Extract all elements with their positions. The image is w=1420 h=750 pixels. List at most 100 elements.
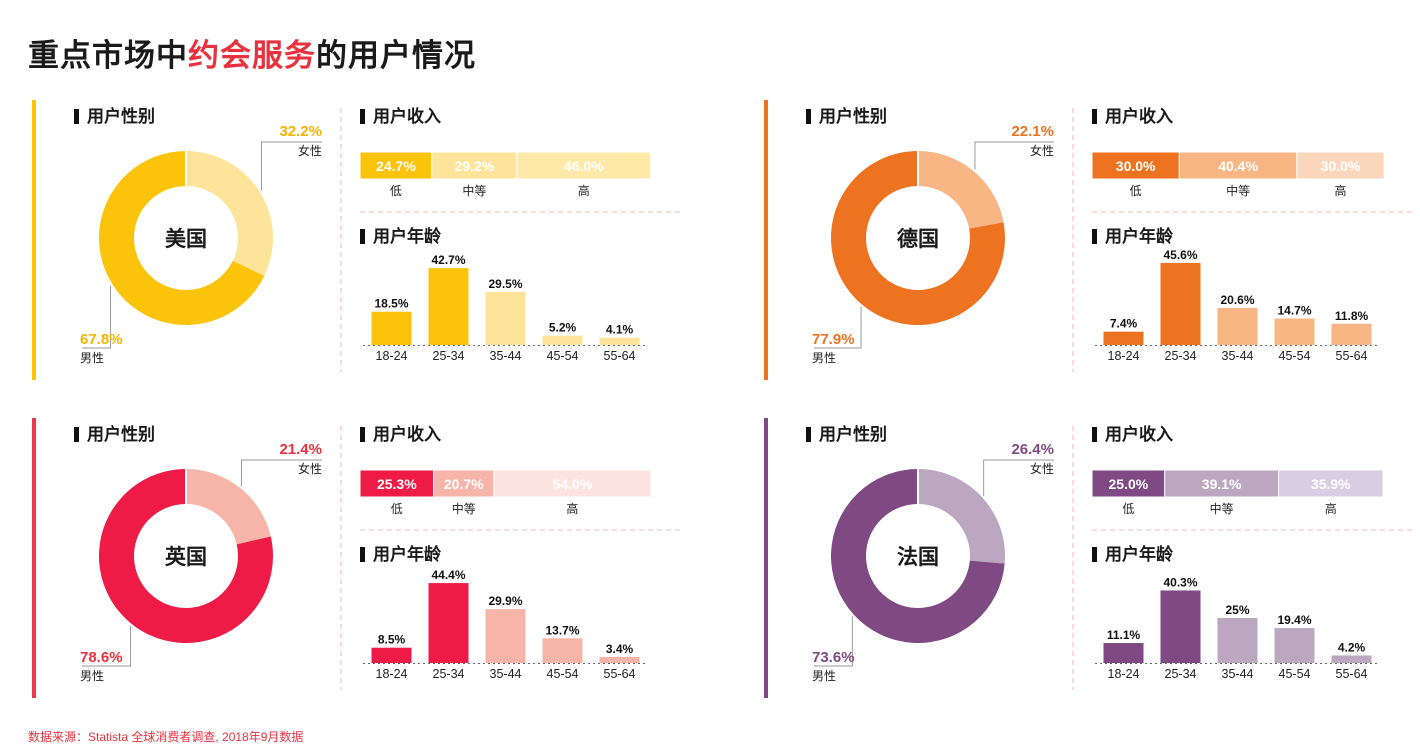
age-bar xyxy=(485,291,526,345)
female-label: 女性 xyxy=(298,461,322,476)
income-category: 中等 xyxy=(1210,501,1234,516)
panel-chart-svg: 法国 26.4% 女性 73.6% 男性 25.0% 低 39.1% 中等 35.9% 高 11.1%… xyxy=(812,426,1412,690)
age-value: 45.6% xyxy=(1163,248,1197,262)
age-value: 29.9% xyxy=(488,594,522,608)
income-value: 40.4% xyxy=(1218,158,1258,174)
age-bar xyxy=(371,311,412,345)
age-bar xyxy=(371,647,412,663)
age-value: 42.7% xyxy=(431,253,465,267)
age-category: 18-24 xyxy=(376,349,408,363)
panel-chart-svg: 德国 22.1% 女性 77.9% 男性 30.0% 低 40.4% 中等 30.0% 高 7.4% 1… xyxy=(812,108,1412,372)
age-value: 11.1% xyxy=(1107,628,1141,642)
age-value: 13.7% xyxy=(545,623,579,637)
female-pct: 32.2% xyxy=(279,123,322,140)
income-title: 用户收入 xyxy=(1092,102,1173,127)
age-category: 45-54 xyxy=(1279,349,1311,363)
donut-slice-male xyxy=(99,151,265,325)
income-category: 中等 xyxy=(452,501,476,516)
income-segment xyxy=(1278,469,1384,498)
age-category: 55-64 xyxy=(1336,349,1368,363)
income-value: 25.0% xyxy=(1109,476,1149,492)
age-bar xyxy=(599,656,640,663)
female-leader-line xyxy=(983,459,1054,496)
age-bar xyxy=(1217,618,1258,663)
age-value: 40.3% xyxy=(1163,575,1197,589)
source-note: 数据来源：Statista 全球消费者调查, 2018年9月数据 xyxy=(28,730,304,744)
female-leader-line xyxy=(974,141,1054,170)
age-category: 45-54 xyxy=(1279,667,1311,681)
panel-accent-bar xyxy=(32,418,36,698)
income-segment xyxy=(359,151,433,180)
income-segment xyxy=(516,151,652,180)
age-value: 19.4% xyxy=(1277,613,1311,627)
age-value: 3.4% xyxy=(606,642,634,656)
age-category: 35-44 xyxy=(490,349,522,363)
income-category: 低 xyxy=(1130,184,1142,198)
country-label: 法国 xyxy=(897,545,939,569)
income-segment xyxy=(433,469,495,498)
female-label: 女性 xyxy=(1030,461,1054,476)
female-label: 女性 xyxy=(1030,143,1054,158)
gender-title: 用户性别 xyxy=(74,420,155,445)
income-category: 低 xyxy=(1122,502,1134,516)
female-pct: 26.4% xyxy=(1011,441,1054,458)
age-value: 44.4% xyxy=(431,568,465,582)
income-title: 用户收入 xyxy=(1092,420,1173,445)
donut-slice-male xyxy=(831,469,1005,643)
panel-chart-svg: 美国 32.2% 女性 67.8% 男性 24.7% 低 29.2% 中等 46.0% 高 18.5%… xyxy=(80,108,680,372)
male-pct: 77.9% xyxy=(812,331,855,348)
age-title: 用户年龄 xyxy=(360,222,441,247)
donut-slice-male xyxy=(831,151,1005,325)
country-label: 英国 xyxy=(165,546,207,569)
age-category: 18-24 xyxy=(1108,667,1140,681)
age-value: 25% xyxy=(1225,603,1249,617)
age-value: 8.5% xyxy=(378,633,406,647)
male-pct: 78.6% xyxy=(80,649,123,666)
income-category: 高 xyxy=(1325,501,1337,516)
age-bar xyxy=(1331,655,1372,663)
income-title: 用户收入 xyxy=(360,420,441,445)
panel-chart-svg: 英国 21.4% 女性 78.6% 男性 25.3% 低 20.7% 中等 54.0% 高 8.5% 1… xyxy=(80,426,680,690)
age-bar xyxy=(599,337,640,345)
income-category: 高 xyxy=(578,183,590,198)
market-panel: 用户性别 用户收入 用户年龄 美国 32.2% 女性 67.8% 男性 24.7% 低 29.2% 中… xyxy=(32,100,712,390)
age-bar xyxy=(1217,307,1258,345)
income-segment xyxy=(1091,469,1166,498)
age-category: 35-44 xyxy=(1222,349,1254,363)
income-segment xyxy=(493,469,652,498)
male-label: 男性 xyxy=(812,669,836,683)
age-category: 55-64 xyxy=(604,667,636,681)
age-bar xyxy=(1274,628,1315,663)
age-category: 55-64 xyxy=(1336,667,1368,681)
male-label: 男性 xyxy=(812,351,836,365)
income-segment xyxy=(1164,469,1280,498)
age-bar xyxy=(485,609,526,663)
age-bar xyxy=(1160,262,1201,345)
panel-accent-bar xyxy=(32,100,36,380)
market-panel: 用户性别 用户收入 用户年龄 英国 21.4% 女性 78.6% 男性 25.3% 低 20.7% 中… xyxy=(32,418,712,708)
income-value: 30.0% xyxy=(1321,158,1361,174)
age-value: 7.4% xyxy=(1110,317,1138,331)
age-value: 14.7% xyxy=(1277,304,1311,318)
female-label: 女性 xyxy=(298,143,322,158)
page-title: 重点市场中约会服务的用户情况 xyxy=(28,30,476,75)
income-value: 20.7% xyxy=(444,476,484,492)
donut-slice-male xyxy=(99,469,273,643)
male-label: 男性 xyxy=(80,669,104,683)
age-bar xyxy=(1103,643,1144,663)
age-title: 用户年龄 xyxy=(1092,540,1173,565)
title-highlight: 约会服务 xyxy=(188,38,316,73)
donut-slice-female xyxy=(186,151,273,277)
age-category: 18-24 xyxy=(1108,349,1140,363)
market-panel: 用户性别 用户收入 用户年龄 法国 26.4% 女性 73.6% 男性 25.0% 低 39.1% 中… xyxy=(764,418,1420,708)
male-pct: 73.6% xyxy=(812,649,855,666)
donut-slice-female xyxy=(918,469,1005,564)
age-bar xyxy=(428,583,469,663)
age-category: 25-34 xyxy=(433,349,465,363)
gender-title: 用户性别 xyxy=(74,102,155,127)
age-title: 用户年龄 xyxy=(1092,222,1173,247)
panel-accent-bar xyxy=(764,100,768,380)
income-title: 用户收入 xyxy=(360,102,441,127)
age-value: 11.8% xyxy=(1335,309,1369,323)
income-value: 35.9% xyxy=(1311,476,1351,492)
